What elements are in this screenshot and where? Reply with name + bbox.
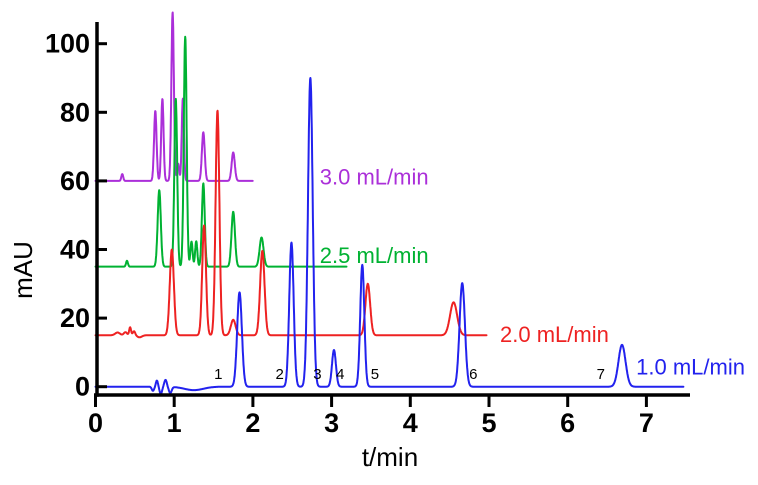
x-tick-label-1: 1 xyxy=(167,408,182,438)
peak-number-4: 4 xyxy=(336,366,344,383)
y-tick-label-0: 0 xyxy=(75,372,90,402)
trace-label-1.0-mL-min: 1.0 mL/min xyxy=(636,355,745,380)
x-tick-label-2: 2 xyxy=(245,408,260,438)
y-tick-label-80: 80 xyxy=(60,97,90,127)
x-tick-label-0: 0 xyxy=(88,408,103,438)
x-axis-title: t/min xyxy=(362,442,418,472)
trace-label-2.5-mL-min: 2.5 mL/min xyxy=(320,243,429,268)
peak-number-1: 1 xyxy=(214,366,222,383)
peak-number-7: 7 xyxy=(597,366,605,383)
trace-label-2.0-mL-min: 2.0 mL/min xyxy=(500,322,609,347)
y-tick-label-40: 40 xyxy=(60,235,90,265)
peak-number-2: 2 xyxy=(275,366,283,383)
y-tick-label-100: 100 xyxy=(45,29,90,59)
peak-number-6: 6 xyxy=(469,366,477,383)
y-tick-label-60: 60 xyxy=(60,166,90,196)
trace-1.0-mL-min xyxy=(94,77,685,396)
peak-number-3: 3 xyxy=(313,366,321,383)
trace-2.0-mL-min xyxy=(94,109,488,339)
peak-number-5: 5 xyxy=(371,366,379,383)
trace-label-3.0-mL-min: 3.0 mL/min xyxy=(320,164,429,189)
x-tick-label-6: 6 xyxy=(560,408,575,438)
trace-3.0-mL-min xyxy=(94,11,254,182)
y-tick-label-20: 20 xyxy=(60,303,90,333)
y-axis-title: mAU xyxy=(8,241,38,299)
x-tick-label-4: 4 xyxy=(403,408,418,438)
x-tick-label-7: 7 xyxy=(639,408,654,438)
x-tick-label-5: 5 xyxy=(481,408,496,438)
x-tick-label-3: 3 xyxy=(324,408,339,438)
